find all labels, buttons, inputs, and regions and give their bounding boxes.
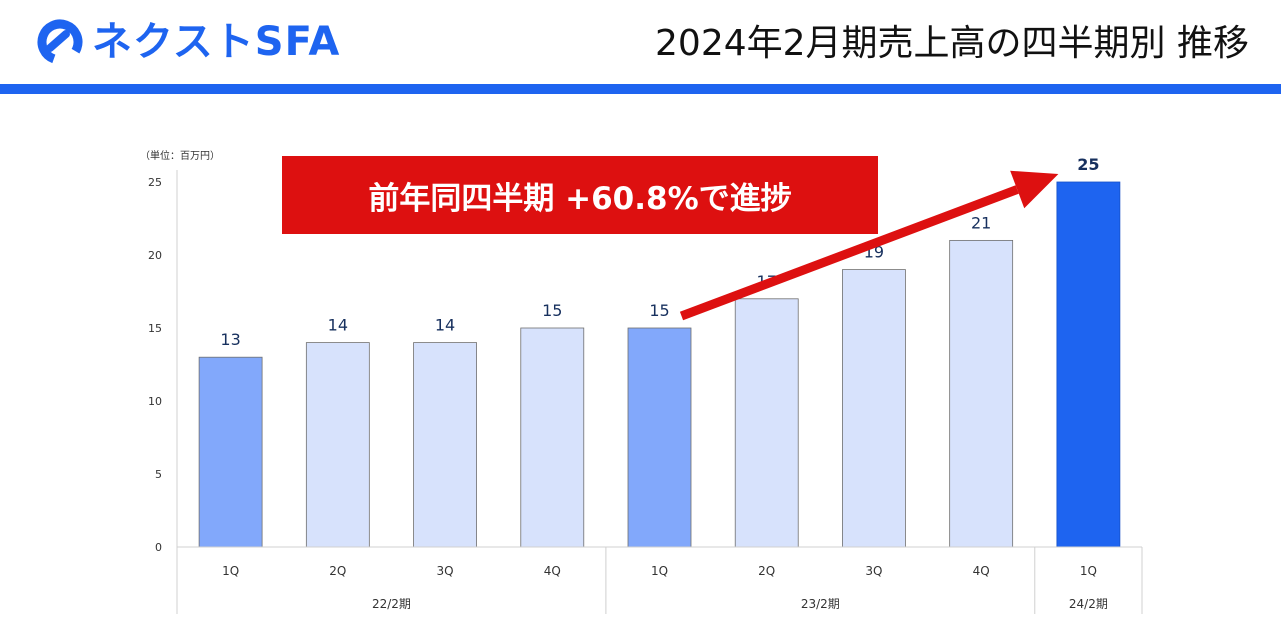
x-tick-label: 3Q bbox=[865, 564, 882, 578]
brand-logo: ネクストSFA bbox=[36, 18, 340, 66]
growth-arrow-shaft bbox=[679, 185, 1019, 321]
y-tick-label: 10 bbox=[148, 395, 162, 408]
x-tick-label: 4Q bbox=[973, 564, 990, 578]
x-tick-label: 1Q bbox=[222, 564, 239, 578]
y-tick-label: 15 bbox=[148, 322, 162, 335]
x-tick-label: 1Q bbox=[651, 564, 668, 578]
brand-mark-icon bbox=[37, 19, 83, 65]
bar bbox=[413, 342, 477, 548]
growth-arrow-head bbox=[1010, 170, 1059, 209]
bar bbox=[305, 342, 370, 548]
bar bbox=[842, 269, 906, 548]
bar bbox=[1056, 181, 1121, 548]
brand-name: ネクストSFA bbox=[92, 19, 341, 65]
bar bbox=[198, 356, 263, 548]
y-tick-label: 20 bbox=[148, 249, 162, 262]
x-tick-label: 2Q bbox=[758, 564, 775, 578]
bar bbox=[520, 327, 585, 548]
data-label: 14 bbox=[435, 316, 455, 335]
bar bbox=[627, 327, 692, 548]
growth-callout: 前年同四半期 +60.8%で進捗 bbox=[282, 156, 878, 234]
data-label: 21 bbox=[971, 213, 991, 232]
group-label: 24/2期 bbox=[1069, 597, 1108, 611]
x-tick-label: 3Q bbox=[437, 564, 454, 578]
unit-label: （単位：百万円） bbox=[140, 149, 220, 162]
x-tick-label: 2Q bbox=[329, 564, 346, 578]
data-label: 14 bbox=[328, 316, 348, 335]
data-label: 15 bbox=[542, 301, 562, 320]
header-divider bbox=[0, 84, 1281, 94]
header: ネクストSFA 2024年2月期売上高の四半期別 推移 bbox=[0, 0, 1281, 84]
group-label: 22/2期 bbox=[372, 597, 411, 611]
data-label: 13 bbox=[220, 330, 240, 349]
group-label: 23/2期 bbox=[801, 597, 840, 611]
y-tick-label: 0 bbox=[155, 541, 162, 554]
x-tick-label: 1Q bbox=[1080, 564, 1097, 578]
y-tick-label: 5 bbox=[155, 468, 162, 481]
x-tick-label: 4Q bbox=[544, 564, 561, 578]
page-title: 2024年2月期売上高の四半期別 推移 bbox=[655, 23, 1249, 64]
data-label: 15 bbox=[649, 301, 669, 320]
y-tick-label: 25 bbox=[148, 176, 162, 189]
data-label: 25 bbox=[1077, 155, 1099, 174]
bar bbox=[734, 298, 799, 548]
bar bbox=[949, 239, 1014, 548]
